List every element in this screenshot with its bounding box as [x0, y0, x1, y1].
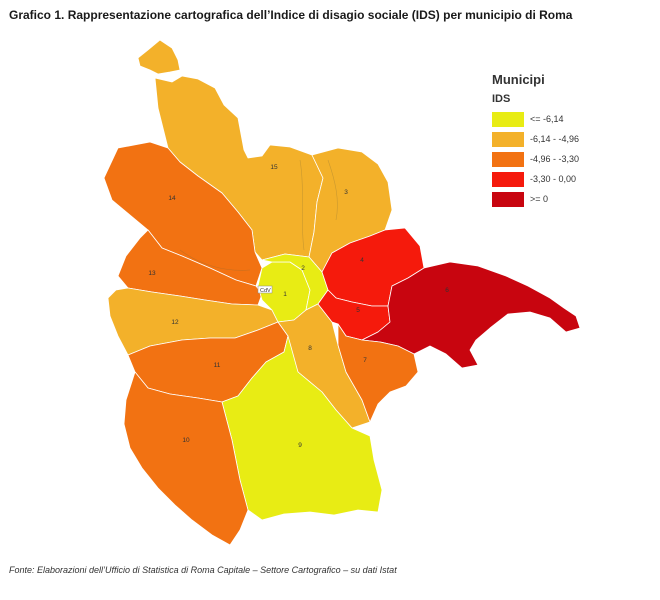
- municipio-14-area[interactable]: [103, 141, 263, 287]
- municipio-label: 1: [283, 291, 287, 298]
- legend-label: <= -6,14: [530, 114, 564, 124]
- source-note: Fonte: Elaborazioni dell’Ufficio di Stat…: [9, 565, 397, 575]
- municipio-label: 9: [298, 442, 302, 449]
- road-line: [299, 159, 305, 251]
- legend-item: -4,96 - -3,30: [492, 149, 579, 169]
- road-line: [327, 159, 338, 221]
- municipio-label: 14: [168, 195, 176, 202]
- municipio-label: 6: [445, 287, 449, 294]
- vatican-marker: [257, 285, 273, 294]
- municipio-15-exclave[interactable]: [137, 39, 181, 75]
- legend-swatch: [492, 191, 524, 207]
- legend-swatch: [492, 111, 524, 127]
- legend-item: -6,14 - -4,96: [492, 129, 579, 149]
- municipio-7-area[interactable]: [337, 323, 419, 423]
- chart-title: Grafico 1. Rappresentazione cartografica…: [9, 8, 573, 22]
- legend-label: -3,30 - 0,00: [530, 174, 577, 184]
- municipio-label: 2: [301, 265, 305, 272]
- legend-label: >= 0: [530, 194, 549, 204]
- rome-municipi-map: 1 2 3 4 5 6 7 8 9 10 11 12 13 14 15 CdV: [103, 39, 581, 546]
- municipio-label: 15: [270, 164, 278, 171]
- legend-subtitle: IDS: [492, 93, 511, 105]
- municipio-label: 8: [308, 345, 312, 352]
- vatican-label: CdV: [260, 288, 271, 294]
- municipio-label: 7: [363, 357, 367, 364]
- legend-swatch: [492, 171, 524, 187]
- municipio-label: 3: [344, 189, 348, 196]
- municipio-label: 12: [171, 319, 179, 326]
- legend-swatch: [492, 151, 524, 167]
- municipio-10-area[interactable]: [123, 371, 249, 546]
- legend: Municipi IDS <= -6,14 -6,14 - -4,96 -4,9…: [492, 72, 579, 209]
- municipio-label: 11: [214, 362, 221, 369]
- legend-item: <= -6,14: [492, 109, 579, 129]
- legend-label: -4,96 - -3,30: [530, 154, 580, 164]
- municipio-label: 4: [360, 257, 364, 264]
- legend-item: >= 0: [492, 189, 579, 209]
- legend-label: -6,14 - -4,96: [530, 134, 580, 144]
- municipio-label: 5: [356, 307, 360, 314]
- legend-swatch: [492, 131, 524, 147]
- legend-title: Municipi: [492, 72, 545, 87]
- municipio-label: 13: [148, 270, 156, 277]
- municipio-label: 10: [182, 437, 190, 444]
- legend-item: -3,30 - 0,00: [492, 169, 579, 189]
